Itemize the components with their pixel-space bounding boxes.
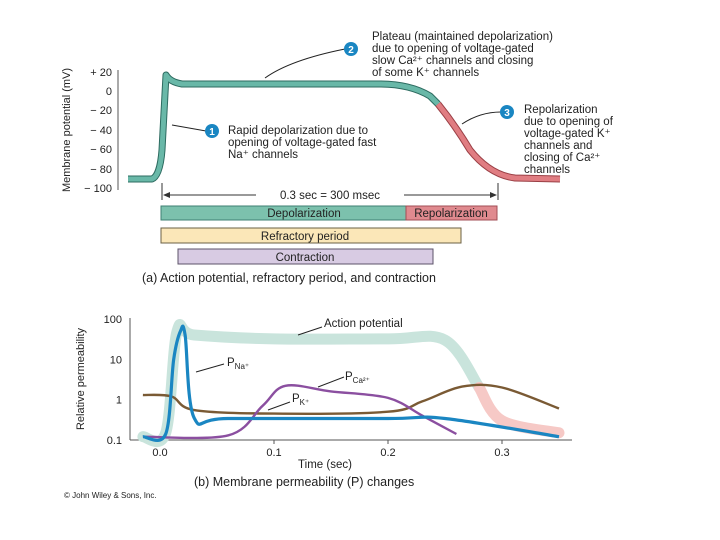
na-label-sub: Na⁺ (235, 362, 249, 371)
top-y-tick: − 80 (90, 164, 112, 176)
y-tick-label: 0.1 (107, 435, 122, 447)
k-label-sub: K⁺ (300, 398, 310, 407)
bottom-panel: Relative permeability Time (sec) 1001010… (64, 314, 572, 500)
bottom-y-axis-label: Relative permeability (75, 327, 87, 430)
depolarization-label: Depolarization (267, 208, 341, 220)
pointer-line-1 (171, 124, 207, 132)
annotation-2-line: Plateau (maintained depolarization) (372, 31, 553, 43)
k-label: PK⁺ (292, 393, 309, 407)
badge-2-number: 2 (348, 45, 354, 56)
annotation-3-line: due to opening of (524, 116, 614, 128)
refractory-bar (160, 227, 462, 244)
pointer-line-2 (264, 48, 346, 79)
badge-1 (205, 124, 219, 138)
tick-layer: 100 10 1 0.1 0.0 0.1 0.2 0.3 (104, 314, 510, 459)
na-label-p: P (227, 357, 235, 369)
bottom-x-axis-label: Time (sec) (298, 459, 352, 471)
top-caption: (a) Action potential, refractory period,… (142, 271, 436, 285)
top-y-tick: + 20 (90, 67, 112, 79)
na-label: PNa⁺ (227, 357, 249, 371)
x-tick-label: 0.2 (380, 447, 395, 459)
annotation-3-line: closing of Ca²⁺ (524, 152, 600, 164)
annotation-1-line: opening of voltage-gated fast (228, 137, 377, 149)
annotation-1-line: Rapid depolarization due to (228, 125, 368, 137)
action-potential-repolarization (436, 102, 561, 182)
annotation-3-line: voltage-gated K⁺ (524, 128, 611, 140)
top-y-tick: 0 (106, 86, 112, 98)
y-tick-label: 100 (104, 314, 122, 326)
series-layer (137, 319, 565, 448)
top-y-axis-label: Membrane potential (mV) (61, 68, 73, 192)
na-label-pointer (195, 363, 225, 373)
x-tick-label: 0.1 (266, 447, 281, 459)
top-y-tick: − 100 (84, 183, 112, 195)
ca-label-pointer (317, 376, 345, 388)
duration-label: 0.3 sec = 300 msec (280, 190, 380, 202)
contraction-bar (177, 248, 434, 265)
action-potential-shadow-pink (473, 382, 565, 439)
ca-label: PCa²⁺ (345, 371, 370, 385)
y-tick-label: 1 (116, 395, 122, 407)
ap-label-pointer (297, 326, 323, 336)
pointer-line-3 (461, 111, 502, 125)
copyright: © John Wiley & Sons, Inc. (64, 491, 157, 500)
action-potential-depolarization (128, 72, 440, 182)
action-potential-shadow-teal (137, 319, 485, 448)
top-y-tick: − 20 (90, 105, 112, 117)
x-tick-label: 0.0 (152, 447, 167, 459)
top-y-tick: − 40 (90, 125, 112, 137)
duration-arrow-left (163, 192, 170, 198)
k-label-pointer (267, 401, 291, 411)
badge-3-number: 3 (504, 108, 510, 119)
duration-arrow-right (490, 192, 497, 198)
annotation-1-line: Na⁺ channels (228, 149, 298, 161)
badge-3 (500, 105, 514, 119)
annotation-3-line: channels and (524, 140, 592, 152)
top-y-tick: − 60 (90, 144, 112, 156)
annotation-2-line: of some K⁺ channels (372, 67, 479, 79)
k-label-p: P (292, 393, 300, 405)
pna-curve (142, 324, 560, 443)
annotation-3-line: channels (524, 164, 570, 176)
repolarization-label: Repolarization (414, 208, 488, 220)
contraction-label: Contraction (276, 252, 335, 264)
annotation-3-line: Repolarization (524, 104, 598, 116)
x-tick-label: 0.3 (494, 447, 509, 459)
pk-curve (142, 383, 560, 415)
ca-label-p: P (345, 371, 353, 383)
y-tick-label: 10 (110, 354, 122, 366)
action-potential-label: Action potential (324, 318, 403, 330)
repolarization-bar (405, 205, 498, 221)
annotation-2-line: slow Ca²⁺ channels and closing (372, 55, 533, 67)
badge-2 (344, 42, 358, 56)
pca-curve (142, 384, 457, 440)
badge-1-number: 1 (209, 127, 215, 138)
annotation-2-line: due to opening of voltage-gated (372, 43, 534, 55)
ca-label-sub: Ca²⁺ (353, 376, 370, 385)
top-panel: + 20 0 − 20 − 40 − 60 − 80 − 100 Membran… (61, 31, 614, 285)
refractory-label: Refractory period (261, 231, 349, 243)
bottom-caption: (b) Membrane permeability (P) changes (194, 475, 414, 489)
